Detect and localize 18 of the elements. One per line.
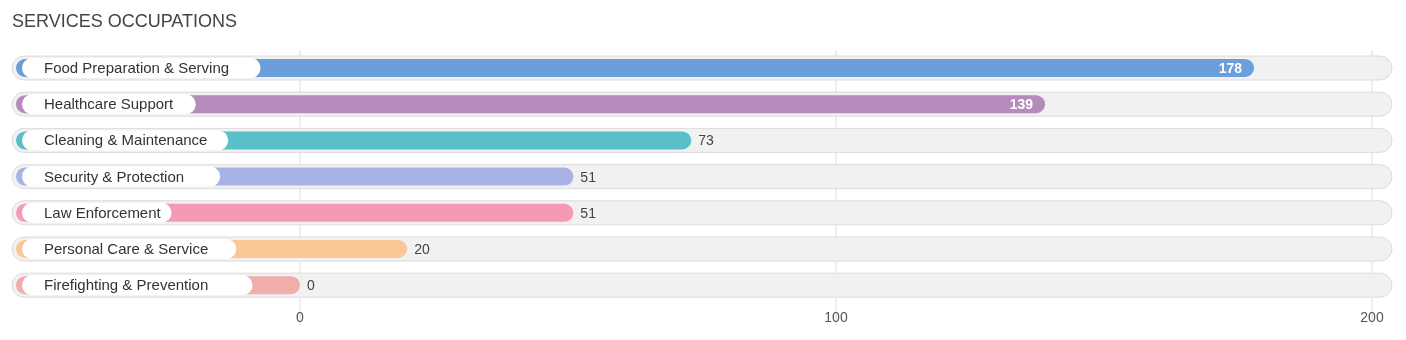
y-tick-label: Personal Care & Service xyxy=(44,240,209,257)
y-tick-label: Law Enforcement xyxy=(44,203,162,221)
y-tick-label: Firefighting & Prevention xyxy=(44,276,209,294)
data-label: 20 xyxy=(414,241,430,257)
text: SERVICES OCCUPATIONS xyxy=(12,11,238,31)
y-tick-label: Food Preparation & Serving xyxy=(44,59,230,76)
y-tick-label: Cleaning & Maintenance xyxy=(44,131,208,149)
x-tick-label: 200 xyxy=(1360,309,1384,325)
data-label: 178 xyxy=(1218,60,1243,76)
y-tick-label: Security & Protection xyxy=(44,167,185,185)
data-label: 51 xyxy=(580,168,597,185)
data-label: 51 xyxy=(580,204,597,221)
x-tick-label: 0 xyxy=(296,309,305,325)
data-label: 139 xyxy=(1009,96,1034,113)
y-tick-label: Healthcare Support xyxy=(44,95,175,113)
data-label: 0 xyxy=(307,277,315,294)
x-tick-label: 100 xyxy=(824,309,848,325)
data-label: 73 xyxy=(698,132,715,149)
